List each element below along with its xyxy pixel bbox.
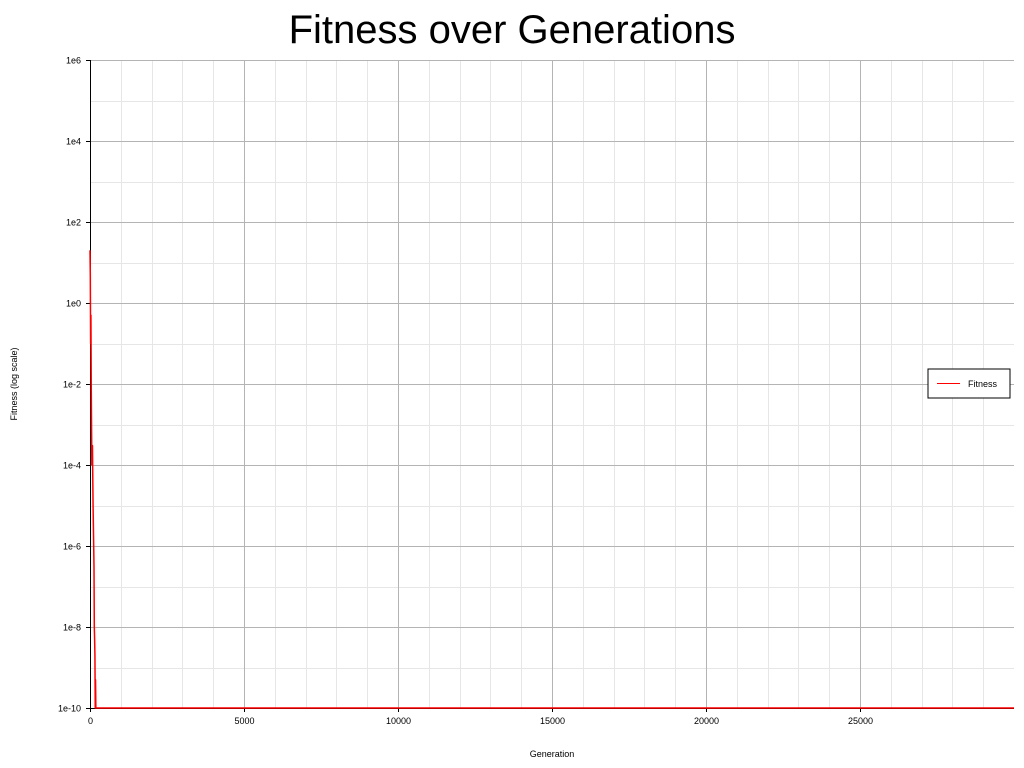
x-tick-label: 0 [88,716,93,726]
y-tick-label: 1e4 [66,137,81,147]
series-line-fitness [89,250,1014,709]
chart-title: Fitness over Generations [288,8,736,52]
y-tick-label: 1e-10 [58,704,81,714]
y-tick-label: 1e6 [66,56,81,66]
tick-labels: 0 5000 10000 15000 20000 25000 1e-10 1e-8 1e-6 1e… [58,56,873,727]
y-tick-label: 1e0 [66,299,81,309]
x-tick-label: 25000 [848,716,873,726]
legend-label-fitness: Fitness [968,379,998,389]
major-grid [90,60,1014,709]
axes [86,60,1014,712]
series-layer [89,250,1014,709]
y-tick-label: 1e-2 [63,380,81,390]
y-tick-label: 1e-8 [63,623,81,633]
x-axis-label: Generation [530,749,575,759]
y-tick-label: 1e2 [66,218,81,228]
x-tick-label: 20000 [694,716,719,726]
x-tick-label: 10000 [386,716,411,726]
x-tick-label: 5000 [234,716,254,726]
legend: Fitness [927,368,1011,399]
y-tick-label: 1e-4 [63,461,81,471]
y-tick-label: 1e-6 [63,542,81,552]
x-tick-label: 15000 [540,716,565,726]
y-axis-label: Fitness (log scale) [9,347,19,420]
